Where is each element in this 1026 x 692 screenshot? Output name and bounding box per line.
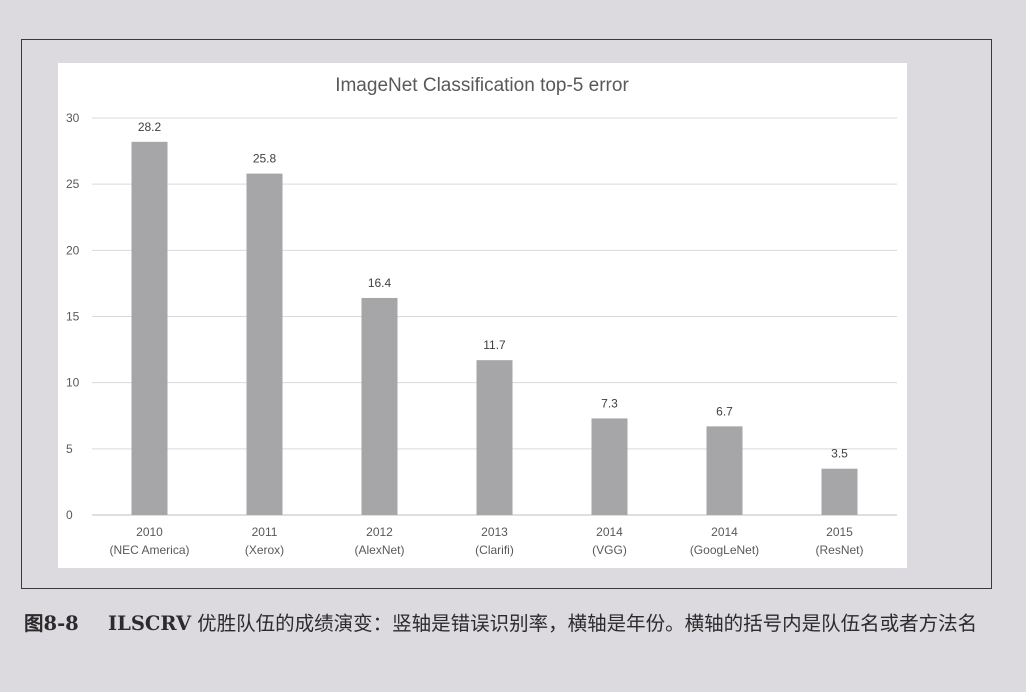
x-axis-tick-labels: 2010 (NEC America) 2011 (Xerox) 2012 (AlexNet… bbox=[109, 525, 863, 557]
caption-text: 优胜队伍的成绩演变：竖轴是错误识别率，横轴是年份。横轴的括号内是队伍名或者方法名 bbox=[197, 612, 978, 635]
data-label: 16.4 bbox=[368, 276, 392, 290]
x-tick-label-year: 2010 bbox=[136, 525, 163, 539]
chart-panel: ImageNet Classification top-5 error 0 5 10… bbox=[58, 63, 907, 568]
bars bbox=[131, 141, 858, 515]
caption-body: ILSCRV 优胜队伍的成绩演变：竖轴是错误识别率，横轴是年份。横轴的括号内是队伍… bbox=[108, 607, 1009, 641]
y-tick-label: 20 bbox=[66, 243, 80, 257]
y-tick-label: 10 bbox=[66, 376, 80, 390]
x-tick-label-year: 2012 bbox=[366, 525, 393, 539]
caption-lead: ILSCRV bbox=[108, 612, 192, 635]
x-tick-label-team: (NEC America) bbox=[109, 543, 189, 557]
y-axis-tick-labels: 0 5 10 15 20 25 30 bbox=[66, 111, 80, 522]
y-tick-label: 25 bbox=[66, 177, 80, 191]
data-label: 28.2 bbox=[138, 120, 162, 134]
figure-caption: 图8-8 ILSCRV 优胜队伍的成绩演变：竖轴是错误识别率，横轴是年份。横轴的括… bbox=[24, 607, 1009, 641]
data-label: 7.3 bbox=[601, 396, 618, 410]
x-tick-label-year: 2015 bbox=[826, 525, 853, 539]
y-tick-label: 0 bbox=[66, 508, 73, 522]
bar bbox=[131, 141, 168, 515]
bar bbox=[821, 468, 858, 515]
y-tick-label: 5 bbox=[66, 442, 73, 456]
bar-chart: ImageNet Classification top-5 error 0 5 10… bbox=[66, 75, 897, 557]
x-tick-label-team: (Xerox) bbox=[245, 543, 284, 557]
x-tick-label-team: (GoogLeNet) bbox=[690, 543, 759, 557]
x-tick-label-year: 2014 bbox=[711, 525, 738, 539]
x-tick-label-team: (AlexNet) bbox=[354, 543, 404, 557]
figure-number: 图8-8 bbox=[24, 612, 79, 635]
data-label: 11.7 bbox=[483, 338, 506, 352]
x-tick-label-year: 2013 bbox=[481, 525, 508, 539]
bar bbox=[476, 360, 513, 515]
bar bbox=[246, 173, 283, 515]
x-tick-label-team: (Clarifi) bbox=[475, 543, 514, 557]
x-tick-label-year: 2011 bbox=[252, 525, 278, 539]
data-label: 6.7 bbox=[716, 404, 733, 418]
bar bbox=[361, 297, 398, 515]
bar bbox=[706, 426, 743, 515]
figure-frame bbox=[21, 39, 992, 589]
x-tick-label-team: (ResNet) bbox=[815, 543, 863, 557]
y-tick-label: 30 bbox=[66, 111, 80, 125]
data-labels: 28.2 25.8 16.4 11.7 7.3 6.7 3.5 bbox=[138, 120, 848, 461]
data-label: 25.8 bbox=[253, 152, 277, 166]
y-tick-label: 15 bbox=[66, 310, 80, 324]
x-tick-label-team: (VGG) bbox=[592, 543, 627, 557]
data-label: 3.5 bbox=[831, 447, 848, 461]
gridlines bbox=[92, 117, 897, 516]
bar bbox=[591, 418, 628, 515]
chart-title: ImageNet Classification top-5 error bbox=[335, 75, 629, 96]
x-tick-label-year: 2014 bbox=[596, 525, 623, 539]
